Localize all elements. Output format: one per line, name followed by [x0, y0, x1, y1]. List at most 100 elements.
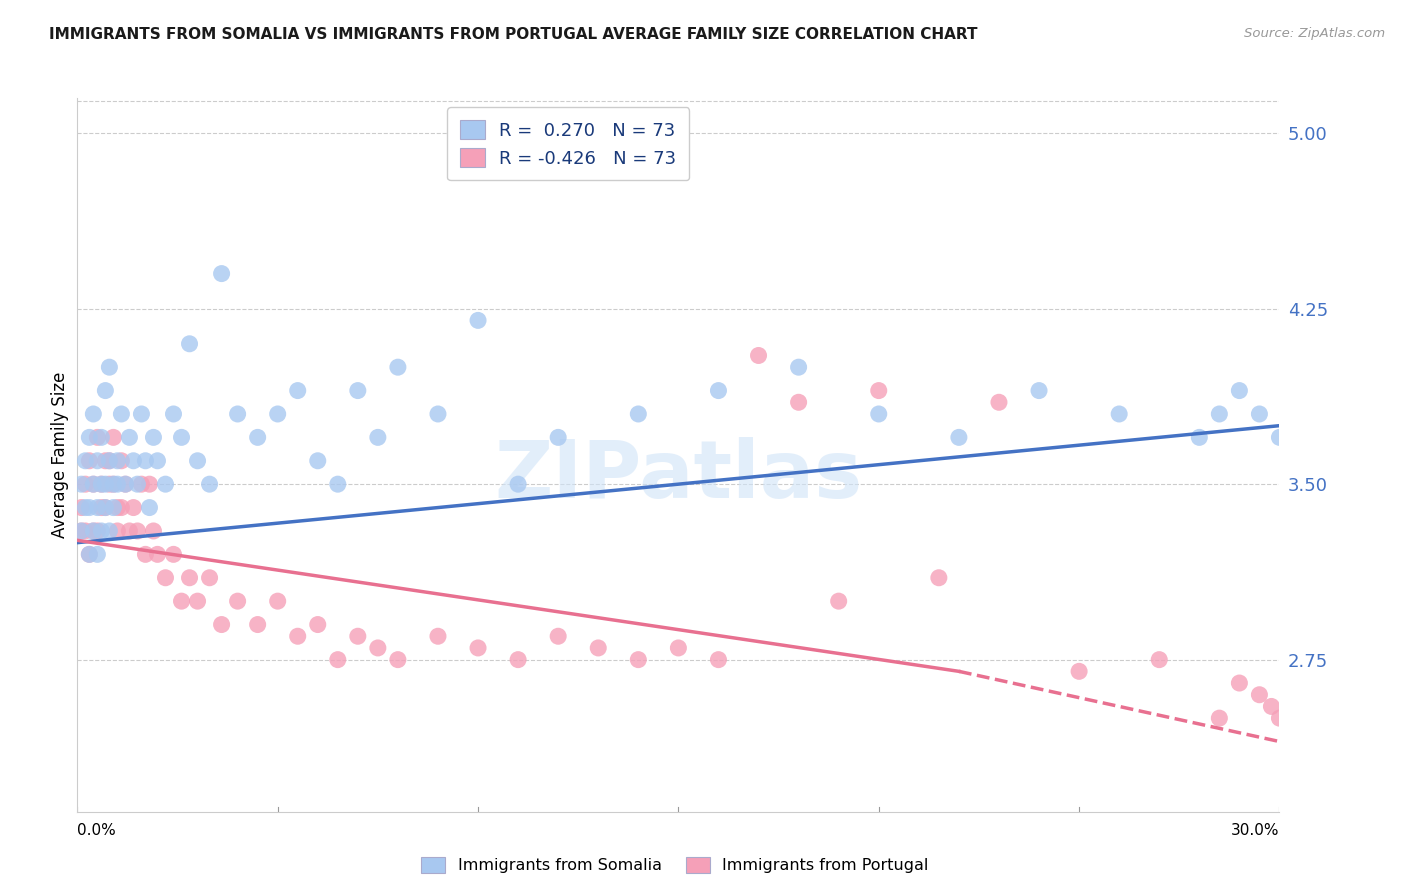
Point: [94, 477, 117, 491]
Point: [118, 430, 141, 444]
Point: [198, 571, 221, 585]
Point: [1268, 711, 1291, 725]
Point: [287, 629, 309, 643]
Point: [90, 524, 112, 538]
Point: [75, 477, 97, 491]
Point: [787, 360, 810, 375]
Point: [138, 500, 160, 515]
Point: [98, 454, 121, 468]
Point: [107, 477, 129, 491]
Point: [107, 524, 129, 538]
Point: [162, 407, 184, 421]
Point: [1249, 407, 1271, 421]
Point: [122, 500, 145, 515]
Point: [347, 629, 370, 643]
Point: [82, 477, 104, 491]
Point: [1028, 384, 1050, 398]
Point: [267, 407, 290, 421]
Point: [155, 477, 177, 491]
Point: [134, 454, 156, 468]
Point: [1260, 699, 1282, 714]
Point: [367, 430, 389, 444]
Point: [187, 454, 209, 468]
Point: [79, 430, 101, 444]
Point: [627, 407, 650, 421]
Point: [142, 524, 165, 538]
Point: [162, 547, 184, 561]
Point: [1277, 407, 1299, 421]
Point: [508, 653, 530, 667]
Point: [1229, 676, 1251, 690]
Point: [170, 594, 193, 608]
Point: [142, 430, 165, 444]
Point: [1292, 407, 1315, 421]
Point: [170, 430, 193, 444]
Point: [103, 477, 125, 491]
Point: [226, 407, 249, 421]
Text: Source: ZipAtlas.com: Source: ZipAtlas.com: [1244, 27, 1385, 40]
Point: [98, 524, 121, 538]
Point: [347, 384, 370, 398]
Point: [94, 454, 117, 468]
Point: [1309, 407, 1331, 421]
Point: [187, 594, 209, 608]
Point: [155, 571, 177, 585]
Point: [508, 477, 530, 491]
Point: [110, 500, 132, 515]
Point: [1149, 653, 1171, 667]
Y-axis label: Average Family Size: Average Family Size: [51, 372, 69, 538]
Point: [90, 477, 112, 491]
Point: [1249, 688, 1271, 702]
Point: [79, 547, 101, 561]
Point: [267, 594, 290, 608]
Point: [547, 430, 569, 444]
Point: [387, 360, 409, 375]
Point: [94, 500, 117, 515]
Point: [86, 547, 108, 561]
Point: [588, 640, 610, 655]
Legend: Immigrants from Somalia, Immigrants from Portugal: Immigrants from Somalia, Immigrants from…: [415, 850, 935, 880]
Point: [1229, 384, 1251, 398]
Point: [948, 430, 970, 444]
Point: [1292, 746, 1315, 760]
Legend: R =  0.270   N = 73, R = -0.426   N = 73: R = 0.270 N = 73, R = -0.426 N = 73: [447, 107, 689, 180]
Text: 30.0%: 30.0%: [1232, 823, 1279, 838]
Point: [1301, 411, 1323, 425]
Point: [928, 571, 950, 585]
Text: ZIPatlas: ZIPatlas: [495, 437, 862, 516]
Point: [107, 454, 129, 468]
Point: [122, 454, 145, 468]
Point: [1301, 758, 1323, 772]
Point: [114, 477, 136, 491]
Point: [1069, 665, 1091, 679]
Point: [1108, 407, 1130, 421]
Point: [127, 524, 149, 538]
Point: [114, 477, 136, 491]
Point: [98, 477, 121, 491]
Point: [70, 524, 93, 538]
Point: [547, 629, 569, 643]
Point: [70, 500, 93, 515]
Point: [787, 395, 810, 409]
Point: [79, 547, 101, 561]
Point: [98, 360, 121, 375]
Point: [467, 640, 489, 655]
Point: [75, 454, 97, 468]
Point: [82, 477, 104, 491]
Point: [103, 500, 125, 515]
Point: [1188, 430, 1211, 444]
Point: [90, 500, 112, 515]
Point: [131, 477, 153, 491]
Point: [146, 454, 169, 468]
Point: [198, 477, 221, 491]
Point: [86, 524, 108, 538]
Point: [828, 594, 851, 608]
Point: [98, 454, 121, 468]
Point: [467, 313, 489, 327]
Point: [94, 500, 117, 515]
Point: [90, 477, 112, 491]
Point: [868, 407, 890, 421]
Point: [146, 547, 169, 561]
Point: [307, 454, 329, 468]
Point: [387, 653, 409, 667]
